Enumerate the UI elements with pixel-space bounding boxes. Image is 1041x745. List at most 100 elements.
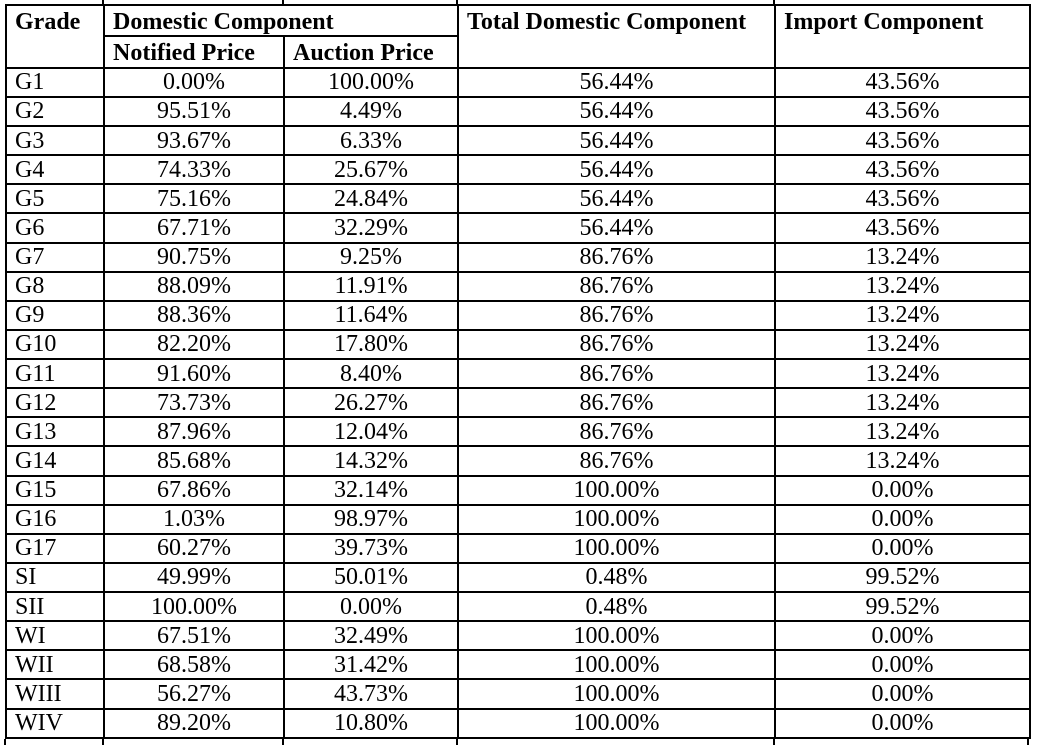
table-row: G7 90.75% 9.25% 86.76% 13.24% xyxy=(5,241,1032,273)
table-row: WI 67.51% 32.49% 100.00% 0.00% xyxy=(5,620,1032,652)
auction-price-cell: 31.42% xyxy=(282,649,460,681)
table-row: WIII 56.27% 43.73% 100.00% 0.00% xyxy=(5,678,1032,710)
notified-price-cell: 88.09% xyxy=(103,270,285,302)
total-domestic-component-cell: 56.44% xyxy=(457,66,777,98)
total-domestic-component-cell: 86.76% xyxy=(457,358,777,390)
auction-price-cell: 43.73% xyxy=(282,678,460,710)
auction-price-cell: 24.84% xyxy=(282,183,460,215)
auction-price-cell: 98.97% xyxy=(282,503,460,535)
import-component-cell: 0.00% xyxy=(774,532,1032,564)
table-row: SI 49.99% 50.01% 0.48% 99.52% xyxy=(5,561,1032,594)
auction-price-cell: 0.00% xyxy=(282,591,460,623)
import-component-cell: 0.00% xyxy=(774,474,1032,506)
table-row: G14 85.68% 14.32% 86.76% 13.24% xyxy=(5,445,1032,477)
price-component-table: Grade Domestic Component Total Domestic … xyxy=(5,3,1032,740)
grade-cell: SI xyxy=(5,561,105,594)
column-border-stub-bottom xyxy=(456,739,458,745)
total-domestic-component-cell: 86.76% xyxy=(457,387,777,419)
grade-cell: G3 xyxy=(5,125,105,157)
auction-price-cell: 50.01% xyxy=(282,561,460,594)
table-row: G16 1.03% 98.97% 100.00% 0.00% xyxy=(5,503,1032,535)
table-row: G5 75.16% 24.84% 56.44% 43.56% xyxy=(5,183,1032,215)
column-border-stub-top xyxy=(456,0,458,5)
header-row-1: Grade Domestic Component Total Domestic … xyxy=(5,3,1032,69)
grade-cell: G13 xyxy=(5,416,105,448)
notified-price-cell: 0.00% xyxy=(103,66,285,98)
auction-price-cell: 39.73% xyxy=(282,532,460,564)
total-domestic-component-cell: 86.76% xyxy=(457,299,777,331)
auction-price-cell: 17.80% xyxy=(282,328,460,361)
table-row: G3 93.67% 6.33% 56.44% 43.56% xyxy=(5,125,1032,157)
import-component-cell: 43.56% xyxy=(774,125,1032,157)
table-header: Grade Domestic Component Total Domestic … xyxy=(5,3,1032,69)
import-component-cell: 13.24% xyxy=(774,299,1032,331)
import-component-cell: 0.00% xyxy=(774,503,1032,535)
grade-cell: G5 xyxy=(5,183,105,215)
import-component-cell: 0.00% xyxy=(774,620,1032,652)
grade-cell: G7 xyxy=(5,241,105,273)
notified-price-cell: 93.67% xyxy=(103,125,285,157)
notified-price-cell: 56.27% xyxy=(103,678,285,710)
column-border-stub-top xyxy=(282,0,284,5)
auction-price-cell: 32.14% xyxy=(282,474,460,506)
total-domestic-component-cell: 0.48% xyxy=(457,561,777,594)
column-border-stub-bottom xyxy=(773,739,775,745)
table-row: G12 73.73% 26.27% 86.76% 13.24% xyxy=(5,387,1032,419)
notified-price-cell: 91.60% xyxy=(103,358,285,390)
grade-cell: G11 xyxy=(5,358,105,390)
notified-price-cell: 74.33% xyxy=(103,154,285,186)
auction-price-cell: 32.29% xyxy=(282,212,460,244)
auction-price-cell: 6.33% xyxy=(282,125,460,157)
grade-cell: WIII xyxy=(5,678,105,710)
table-row: WIV 89.20% 10.80% 100.00% 0.00% xyxy=(5,707,1032,740)
table-row: G15 67.86% 32.14% 100.00% 0.00% xyxy=(5,474,1032,506)
notified-price-cell: 68.58% xyxy=(103,649,285,681)
auction-price-cell: 26.27% xyxy=(282,387,460,419)
table-row: G10 82.20% 17.80% 86.76% 13.24% xyxy=(5,328,1032,361)
grade-cell: G17 xyxy=(5,532,105,564)
import-component-cell: 43.56% xyxy=(774,212,1032,244)
table-row: G2 95.51% 4.49% 56.44% 43.56% xyxy=(5,95,1032,128)
notified-price-cell: 100.00% xyxy=(103,591,285,623)
total-domestic-component-cell: 100.00% xyxy=(457,474,777,506)
header-grade: Grade xyxy=(5,4,105,69)
auction-price-cell: 14.32% xyxy=(282,445,460,477)
table-row: G9 88.36% 11.64% 86.76% 13.24% xyxy=(5,299,1032,331)
total-domestic-component-cell: 56.44% xyxy=(457,212,777,244)
grade-cell: G4 xyxy=(5,154,105,186)
total-domestic-component-cell: 56.44% xyxy=(457,95,777,128)
grade-cell: SII xyxy=(5,591,105,623)
table-row: G6 67.71% 32.29% 56.44% 43.56% xyxy=(5,212,1032,244)
total-domestic-component-cell: 0.48% xyxy=(457,591,777,623)
total-domestic-component-cell: 56.44% xyxy=(457,183,777,215)
total-domestic-component-cell: 100.00% xyxy=(457,532,777,564)
auction-price-cell: 100.00% xyxy=(282,66,460,98)
table-row: G8 88.09% 11.91% 86.76% 13.24% xyxy=(5,270,1032,302)
notified-price-cell: 49.99% xyxy=(103,561,285,594)
total-domestic-component-cell: 100.00% xyxy=(457,707,777,740)
table-row: G13 87.96% 12.04% 86.76% 13.24% xyxy=(5,416,1032,448)
import-component-cell: 13.24% xyxy=(774,241,1032,273)
table-row: G4 74.33% 25.67% 56.44% 43.56% xyxy=(5,154,1032,186)
total-domestic-component-cell: 100.00% xyxy=(457,678,777,710)
notified-price-cell: 1.03% xyxy=(103,503,285,535)
grade-cell: G12 xyxy=(5,387,105,419)
total-domestic-component-cell: 86.76% xyxy=(457,445,777,477)
grade-cell: G16 xyxy=(5,503,105,535)
grade-cell: G2 xyxy=(5,95,105,128)
import-component-cell: 0.00% xyxy=(774,678,1032,710)
import-component-cell: 0.00% xyxy=(774,707,1032,740)
table-row: SII 100.00% 0.00% 0.48% 99.52% xyxy=(5,591,1032,623)
auction-price-cell: 9.25% xyxy=(282,241,460,273)
header-auction-price: Auction Price xyxy=(282,35,460,69)
header-domestic-component: Domestic Component xyxy=(102,3,460,38)
column-border-stub-top xyxy=(773,0,775,5)
column-border-stub-bottom xyxy=(102,739,104,745)
table-row: G11 91.60% 8.40% 86.76% 13.24% xyxy=(5,358,1032,390)
total-domestic-component-cell: 100.00% xyxy=(457,649,777,681)
header-import-component: Import Component xyxy=(774,4,1032,69)
import-component-cell: 99.52% xyxy=(774,561,1032,594)
import-component-cell: 13.24% xyxy=(774,387,1032,419)
import-component-cell: 43.56% xyxy=(774,154,1032,186)
import-component-cell: 43.56% xyxy=(774,95,1032,128)
